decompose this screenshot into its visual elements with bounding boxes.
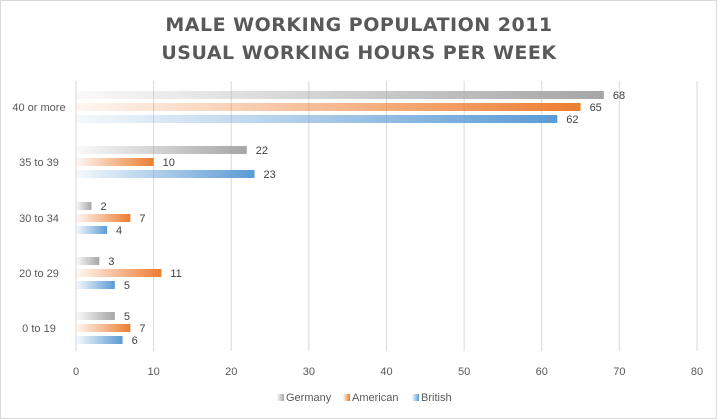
x-tick-label: 60 — [536, 366, 548, 378]
data-label: 23 — [264, 169, 276, 181]
x-tick-label: 50 — [458, 366, 470, 378]
data-label: 6 — [132, 335, 138, 347]
y-axis: 40 or more 35 to 39 30 to 34 20 to 29 0 to 1… — [12, 102, 65, 335]
bar-germany-4 — [76, 312, 115, 320]
x-tick-label: 10 — [148, 366, 160, 378]
bars — [76, 91, 604, 344]
bar-british-0 — [76, 115, 558, 123]
x-tick-label: 30 — [303, 366, 315, 378]
data-label: 10 — [163, 157, 175, 169]
legend-label-germany: Germany — [286, 392, 332, 404]
legend: Germany American British — [277, 392, 452, 404]
bar-germany-3 — [76, 257, 100, 265]
bar-american-2 — [76, 214, 131, 222]
y-category-label: 35 to 39 — [19, 157, 59, 169]
y-category-label: 0 to 19 — [22, 323, 56, 335]
gridlines — [75, 81, 698, 351]
chart-title-line-2: USUAL WORKING HOURS PER WEEK — [161, 42, 557, 64]
data-label: 5 — [124, 280, 130, 292]
y-category-label: 20 to 29 — [19, 268, 59, 280]
bar-british-2 — [76, 226, 108, 234]
data-label: 22 — [256, 145, 268, 157]
data-label: 7 — [139, 323, 145, 335]
y-category-label: 30 to 34 — [19, 213, 59, 225]
data-label: 3 — [108, 256, 114, 268]
legend-label-british: British — [421, 392, 452, 404]
data-label: 62 — [566, 114, 578, 126]
bar-germany-1 — [76, 146, 247, 154]
legend-label-american: American — [352, 392, 398, 404]
y-category-label: 40 or more — [12, 102, 65, 114]
data-label: 68 — [613, 90, 625, 102]
data-label: 4 — [116, 225, 122, 237]
bar-british-3 — [76, 281, 115, 289]
bar-american-4 — [76, 324, 131, 332]
legend-swatch-american — [343, 394, 350, 401]
x-tick-label: 0 — [73, 366, 79, 378]
bar-germany-2 — [76, 202, 92, 210]
x-axis: 0 10 20 30 40 50 60 70 80 — [73, 366, 703, 378]
x-tick-label: 40 — [380, 366, 392, 378]
chart-title-line-1: MALE WORKING POPULATION 2011 — [165, 14, 552, 36]
legend-swatch-germany — [277, 394, 284, 401]
bar-american-3 — [76, 269, 162, 277]
data-label: 5 — [124, 311, 130, 323]
data-label: 7 — [139, 213, 145, 225]
data-label: 65 — [590, 102, 602, 114]
bar-germany-0 — [76, 91, 604, 99]
bar-american-1 — [76, 158, 154, 166]
bar-american-0 — [76, 103, 581, 111]
data-label: 2 — [101, 201, 107, 213]
bar-british-4 — [76, 336, 123, 344]
x-tick-label: 80 — [691, 366, 703, 378]
bar-british-1 — [76, 170, 255, 178]
x-tick-label: 20 — [225, 366, 237, 378]
data-label: 11 — [170, 268, 181, 280]
legend-swatch-british — [412, 394, 419, 401]
x-tick-label: 70 — [613, 366, 625, 378]
